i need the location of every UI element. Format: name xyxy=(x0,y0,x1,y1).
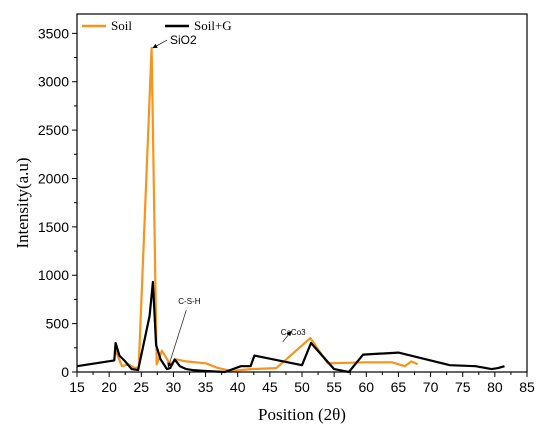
x-tick-label: 20 xyxy=(101,379,117,395)
legend-label: Soil xyxy=(111,18,132,33)
y-tick-label: 3000 xyxy=(38,74,69,90)
x-tick-label: 50 xyxy=(294,379,310,395)
x-tick-label: 15 xyxy=(69,379,85,395)
x-tick-label: 60 xyxy=(358,379,374,395)
y-tick-label: 3500 xyxy=(38,25,69,41)
axis-layer: 15 20 25 30 35 40 45 50 55 60 65 70 75 80 85 0 500 1000 15… xyxy=(38,13,535,395)
y-tick-label: 0 xyxy=(61,364,69,380)
y-tick-label: 2500 xyxy=(38,122,69,138)
y-tick-label: 1000 xyxy=(38,267,69,283)
annotation-label: C-S-H xyxy=(178,297,200,306)
plot-frame xyxy=(76,13,528,373)
y-tick-label: 2000 xyxy=(38,170,69,186)
annotation-layer: SiO2 C-S-H CaCo3 xyxy=(152,33,306,368)
annotation-label: CaCo3 xyxy=(281,328,306,337)
x-tick-label: 75 xyxy=(455,379,471,395)
y-axis-title: Intensity(a.u) xyxy=(13,157,32,248)
x-tick-label: 70 xyxy=(423,379,439,395)
x-tick-label: 25 xyxy=(133,379,149,395)
x-tick-label: 55 xyxy=(326,379,342,395)
x-tick-label: 40 xyxy=(230,379,246,395)
x-tick-label: 85 xyxy=(519,379,535,395)
x-axis-title: Position (2θ) xyxy=(258,405,346,424)
annotation-arrow xyxy=(167,309,187,368)
annotation-arrow xyxy=(282,330,292,343)
x-tick-label: 65 xyxy=(391,379,407,395)
x-tick-label: 30 xyxy=(166,379,182,395)
y-tick-label: 1500 xyxy=(38,219,69,235)
x-tick-label: 35 xyxy=(198,379,214,395)
x-tick-label: 80 xyxy=(487,379,503,395)
series-line-soil xyxy=(114,46,419,373)
annotation-label: SiO2 xyxy=(170,33,197,47)
legend-label: Soil+G xyxy=(194,18,232,33)
y-tick-label: 500 xyxy=(46,316,70,332)
annotation-arrow xyxy=(152,39,168,49)
x-tick-label: 45 xyxy=(262,379,278,395)
series-line-soil-g xyxy=(76,280,505,374)
legend: Soil Soil+G xyxy=(82,18,232,33)
series-layer xyxy=(76,46,505,374)
